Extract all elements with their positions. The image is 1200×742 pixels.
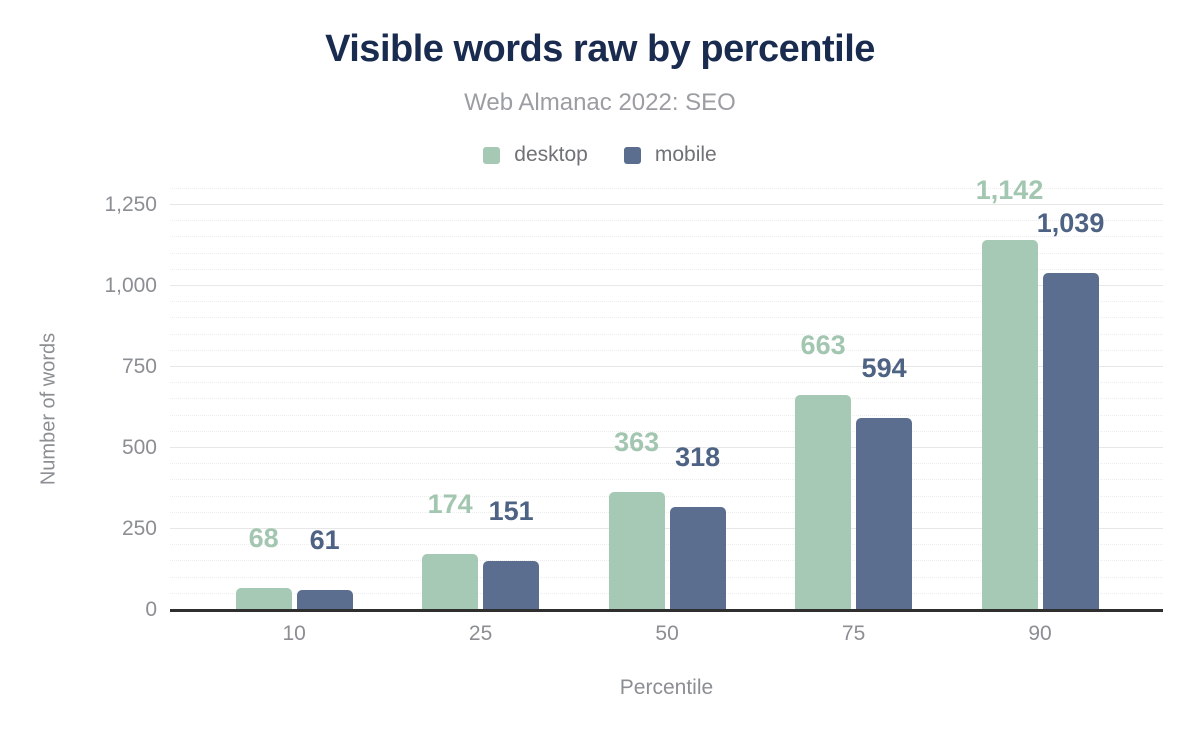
legend-item-mobile[interactable]: mobile [623, 143, 717, 167]
gridline-minor [170, 349, 1163, 351]
x-axis-tick-label: 50 [655, 622, 679, 645]
gridline-major [170, 285, 1163, 286]
gridline-minor [170, 398, 1163, 400]
gridline-major [170, 447, 1163, 448]
x-axis-tick-label: 10 [282, 622, 306, 645]
gridline-minor [170, 544, 1163, 546]
x-axis-title: Percentile [619, 676, 714, 699]
bar-label-desktop-p75: 663 [800, 330, 846, 361]
bar-desktop-p90 [981, 240, 1038, 610]
bar-label-mobile-p50: 318 [675, 441, 721, 472]
bar-mobile-p90 [1042, 273, 1099, 610]
gridline-minor [170, 236, 1163, 238]
gridline-minor [170, 301, 1163, 303]
y-axis-tick-label: 1,000 [104, 274, 157, 297]
y-axis-tick-label: 1,250 [104, 193, 157, 216]
gridline-minor [170, 268, 1163, 270]
gridline-minor [170, 252, 1163, 254]
y-axis-tick-label: 0 [145, 598, 157, 621]
legend-swatch-mobile [623, 146, 641, 164]
legend-label-mobile: mobile [654, 143, 717, 166]
x-axis-tick-label: 25 [468, 622, 493, 645]
bar-mobile-p75 [856, 417, 913, 610]
bar-desktop-p75 [795, 395, 852, 610]
gridline-minor [170, 511, 1163, 513]
gridline-minor [170, 187, 1163, 189]
gridline-minor [170, 560, 1163, 562]
y-axis-tick-label: 250 [121, 517, 157, 540]
bar-label-mobile-p90: 1,039 [1036, 208, 1105, 239]
x-axis-line [170, 609, 1163, 612]
bar-desktop-p10 [235, 587, 292, 610]
gridline-minor [170, 576, 1163, 578]
y-axis-title: Number of words [37, 332, 60, 486]
bar-label-desktop-p50: 363 [614, 427, 660, 458]
gridline-minor [170, 220, 1163, 222]
bar-desktop-p25 [422, 553, 479, 610]
legend-label-desktop: desktop [514, 143, 588, 166]
gridline-minor [170, 333, 1163, 335]
gridline-minor [170, 430, 1163, 432]
gridline-minor [170, 382, 1163, 384]
legend: desktop mobile [0, 143, 1200, 167]
bar-label-desktop-p25: 174 [427, 488, 473, 519]
y-axis-tick-label: 750 [121, 355, 157, 378]
bar-label-mobile-p10: 61 [309, 525, 340, 556]
bar-label-desktop-p90: 1,142 [975, 175, 1044, 205]
bar-label-mobile-p25: 151 [488, 496, 534, 527]
gridline-minor [170, 479, 1163, 481]
gridline-major [170, 528, 1163, 529]
chart-subtitle: Web Almanac 2022: SEO [464, 89, 736, 116]
legend-swatch-desktop [483, 146, 501, 164]
gridline-major [170, 366, 1163, 367]
bar-mobile-p50 [669, 506, 726, 610]
gridline-minor [170, 414, 1163, 416]
gridline-minor [170, 317, 1163, 319]
bar-desktop-p50 [608, 492, 665, 610]
plot-area: Percentile 0 250 500 750 1,000 1,250 10 68 61 25 1… [104, 177, 1163, 699]
x-axis-tick-label: 90 [1028, 622, 1052, 645]
y-axis-tick-label: 500 [121, 436, 157, 459]
gridline-minor [170, 592, 1163, 594]
bar-label-desktop-p10: 68 [248, 522, 279, 553]
x-axis-tick-label: 75 [841, 622, 866, 645]
chart-title: Visible words raw by percentile [325, 28, 875, 70]
gridline-major [170, 204, 1163, 205]
bar-mobile-p25 [483, 561, 540, 610]
gridline-minor [170, 463, 1163, 465]
gridline-minor [170, 495, 1163, 497]
legend-item-desktop[interactable]: desktop [483, 143, 588, 167]
bar-mobile-p10 [296, 590, 353, 610]
bar-label-mobile-p75: 594 [861, 352, 907, 383]
